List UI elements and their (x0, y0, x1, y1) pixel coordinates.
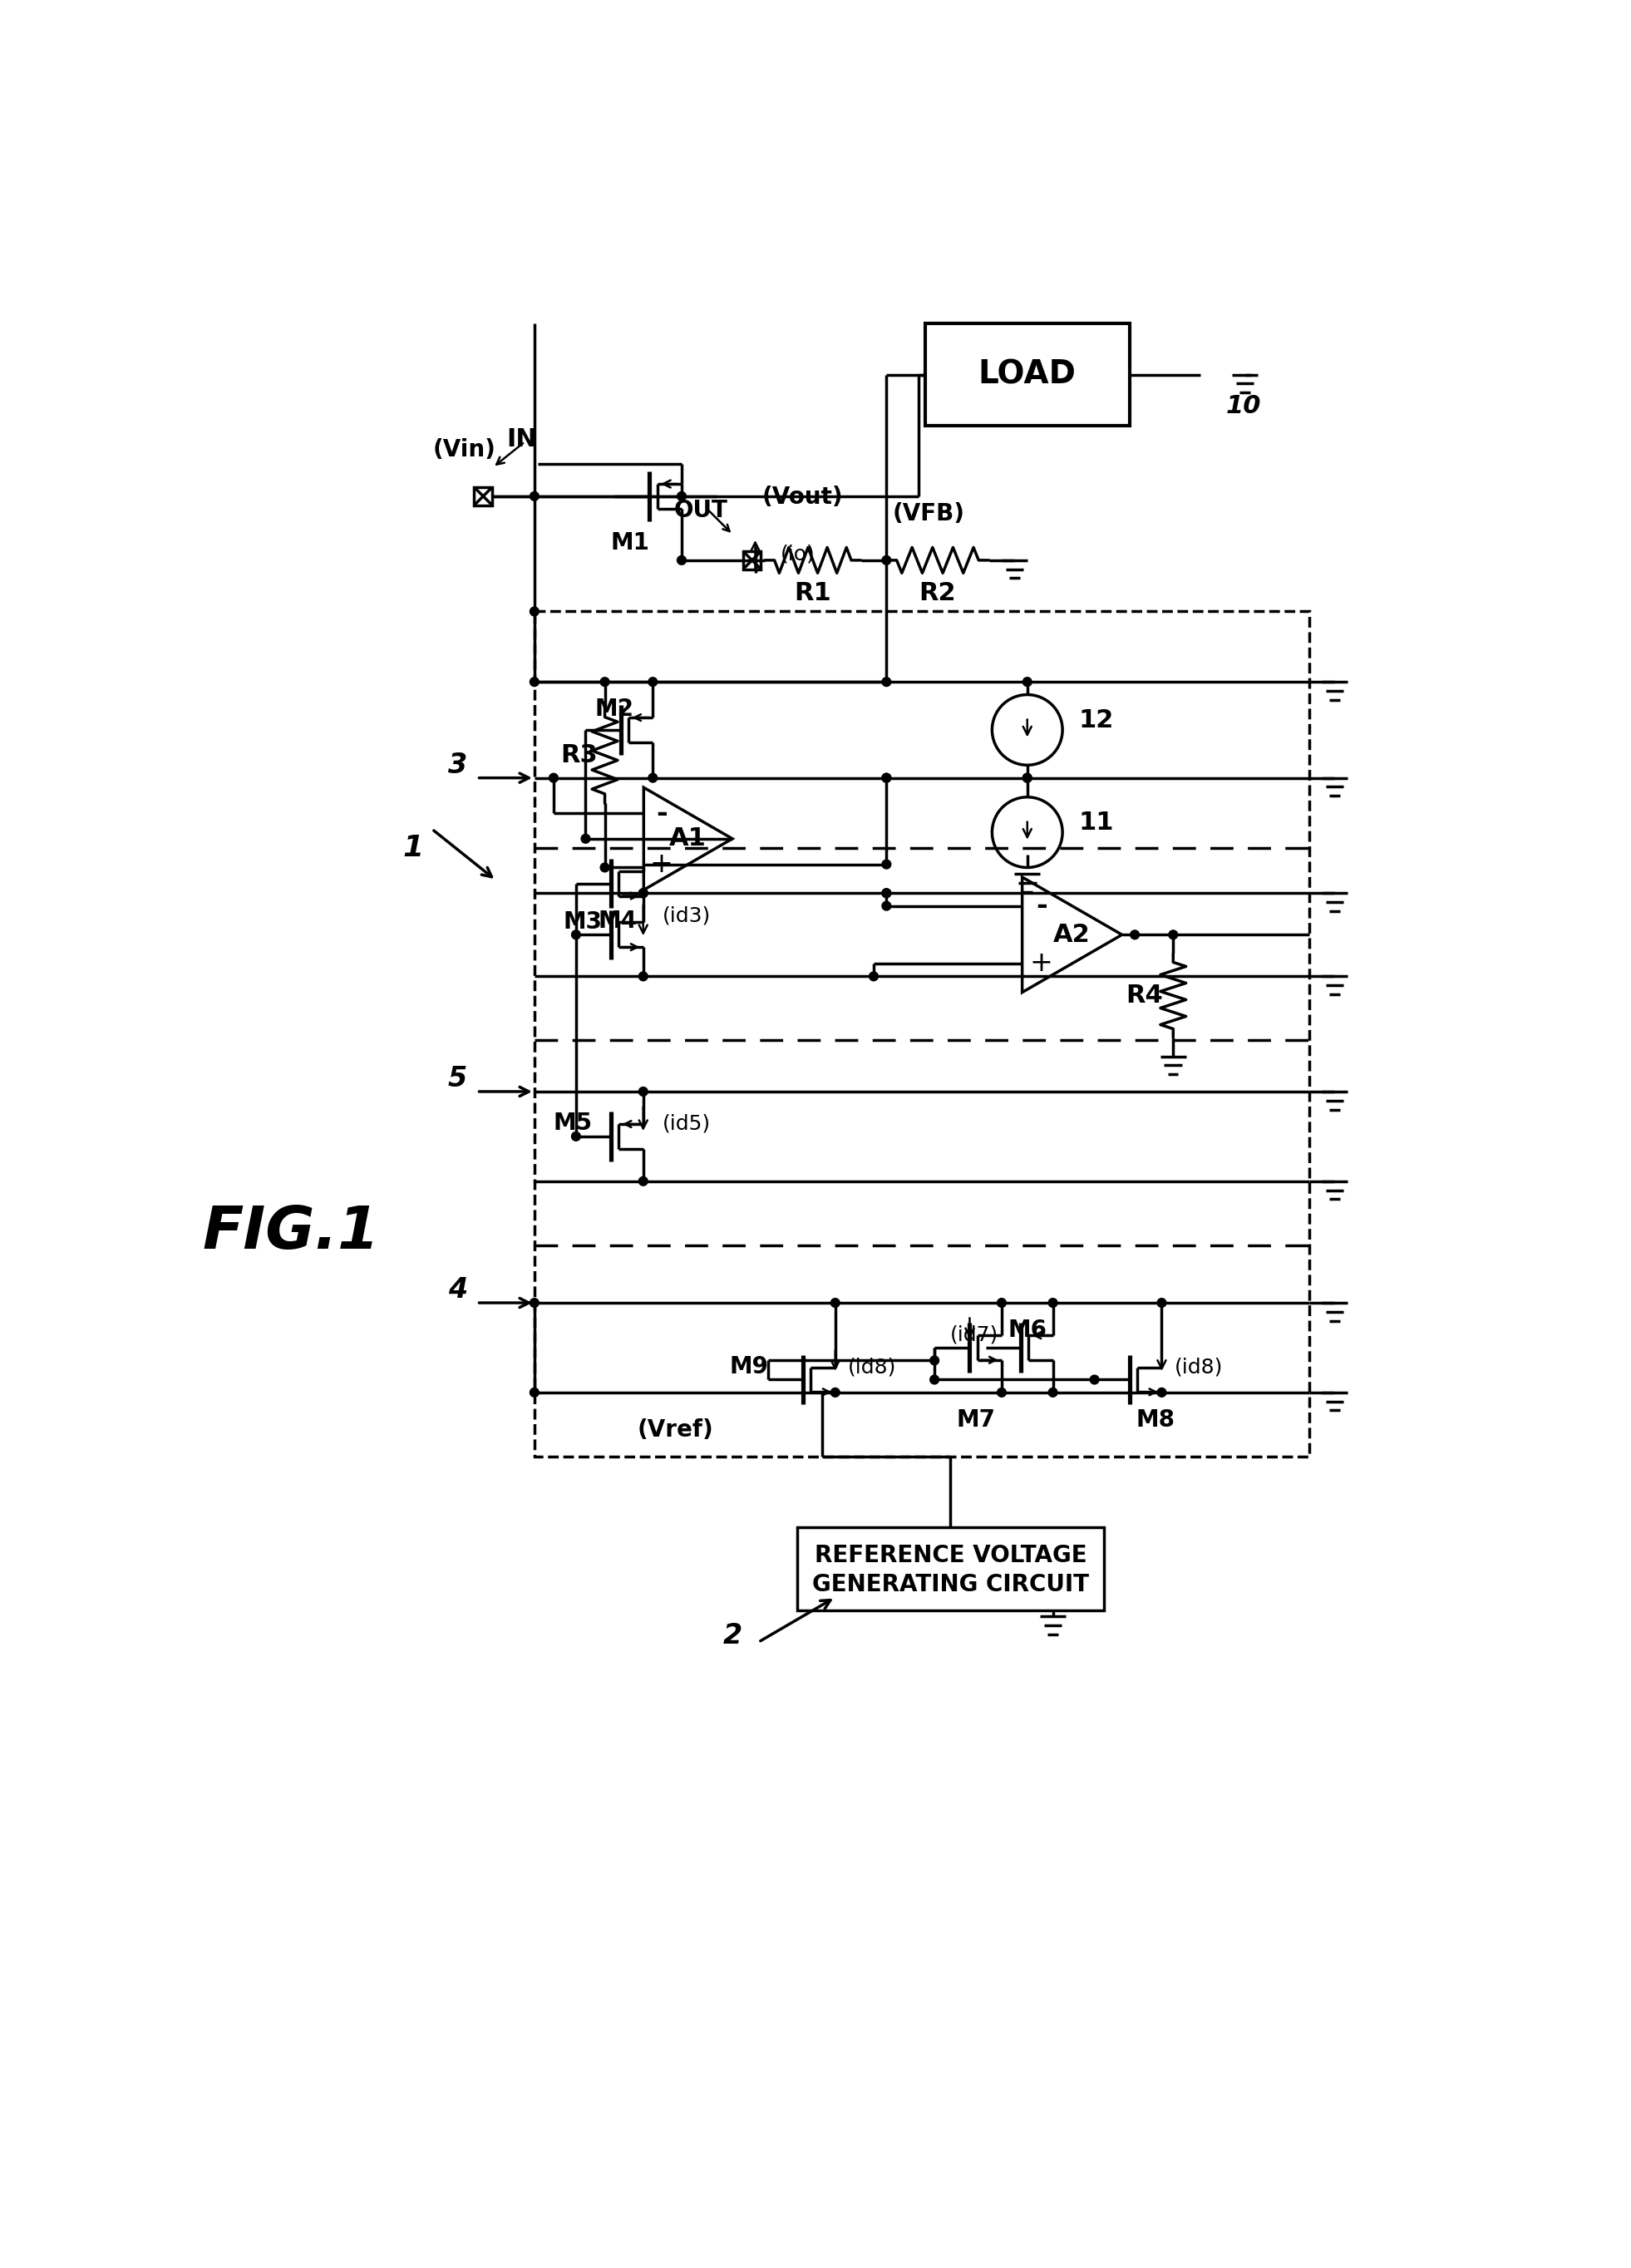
Text: 10: 10 (1227, 395, 1261, 417)
Text: FIG.1: FIG.1 (202, 1204, 380, 1261)
Text: R4: R4 (1125, 984, 1163, 1007)
Circle shape (882, 773, 891, 782)
Circle shape (677, 556, 687, 565)
Circle shape (1158, 1297, 1166, 1306)
Circle shape (530, 1388, 538, 1397)
Text: M6: M6 (1008, 1318, 1047, 1343)
Circle shape (1049, 1388, 1057, 1397)
Text: (Vin): (Vin) (432, 438, 496, 460)
Text: R3: R3 (561, 744, 597, 767)
Text: REFERENCE VOLTAGE: REFERENCE VOLTAGE (814, 1545, 1086, 1567)
Text: -: - (656, 798, 667, 828)
Text: GENERATING CIRCUIT: GENERATING CIRCUIT (812, 1572, 1090, 1597)
Circle shape (530, 608, 538, 617)
Circle shape (930, 1356, 939, 1365)
Circle shape (1169, 930, 1178, 939)
Circle shape (571, 930, 581, 939)
Text: (id7): (id7) (951, 1325, 998, 1345)
Circle shape (1158, 1388, 1166, 1397)
Text: -: - (1036, 891, 1047, 919)
Text: (VFB): (VFB) (892, 501, 966, 524)
Text: (io): (io) (781, 544, 816, 565)
Circle shape (530, 492, 538, 501)
Text: +: + (1029, 950, 1054, 978)
Circle shape (1090, 1374, 1099, 1383)
Circle shape (581, 835, 590, 844)
Text: R1: R1 (794, 581, 832, 606)
Text: LOAD: LOAD (979, 358, 1076, 390)
Text: M3: M3 (563, 909, 602, 934)
Circle shape (830, 1297, 840, 1306)
Circle shape (639, 973, 648, 980)
Text: IN: IN (506, 426, 537, 451)
Circle shape (1023, 773, 1032, 782)
Bar (535, 612, 1310, 1456)
Text: M5: M5 (553, 1111, 592, 1136)
Circle shape (1023, 678, 1032, 687)
Circle shape (571, 1132, 581, 1141)
Circle shape (649, 773, 657, 782)
Bar (475, 488, 493, 506)
Bar (925, 324, 1130, 426)
Circle shape (600, 864, 610, 871)
Text: 1: 1 (403, 835, 422, 862)
Circle shape (882, 860, 891, 869)
Circle shape (639, 889, 648, 898)
Text: 11: 11 (1078, 810, 1114, 835)
Text: 5: 5 (449, 1066, 466, 1093)
Bar (744, 551, 762, 569)
Circle shape (830, 1388, 840, 1397)
Text: (id5): (id5) (662, 1114, 711, 1134)
Circle shape (882, 889, 891, 898)
Circle shape (882, 773, 891, 782)
Text: M9: M9 (729, 1356, 768, 1379)
Circle shape (882, 889, 891, 898)
Text: 2: 2 (723, 1622, 742, 1649)
Circle shape (1049, 1297, 1057, 1306)
Circle shape (1023, 773, 1032, 782)
Circle shape (997, 1388, 1006, 1397)
Text: 4: 4 (449, 1277, 466, 1304)
Text: 12: 12 (1078, 708, 1114, 733)
Text: A1: A1 (669, 826, 706, 850)
Text: (Vref): (Vref) (638, 1418, 713, 1442)
Circle shape (530, 1297, 538, 1306)
Text: A2: A2 (1054, 923, 1091, 946)
Text: M8: M8 (1135, 1408, 1174, 1431)
Text: (id3): (id3) (662, 905, 711, 925)
Text: (Vout): (Vout) (762, 485, 843, 508)
Circle shape (639, 1177, 648, 1186)
Text: M4: M4 (599, 909, 638, 932)
Text: R2: R2 (920, 581, 956, 606)
Circle shape (882, 678, 891, 687)
Circle shape (677, 492, 687, 501)
Circle shape (869, 973, 877, 980)
Text: +: + (651, 850, 674, 878)
Bar (798, 1526, 1104, 1610)
Text: M1: M1 (612, 531, 649, 556)
Text: OUT: OUT (674, 499, 727, 522)
Circle shape (1130, 930, 1140, 939)
Circle shape (882, 900, 891, 909)
Circle shape (530, 678, 538, 687)
Text: (id8): (id8) (848, 1356, 897, 1377)
Circle shape (639, 1086, 648, 1095)
Circle shape (882, 556, 891, 565)
Text: M7: M7 (956, 1408, 995, 1431)
Circle shape (930, 1374, 939, 1383)
Text: 3: 3 (449, 751, 466, 778)
Text: (id8): (id8) (1174, 1356, 1223, 1377)
Circle shape (550, 773, 558, 782)
Circle shape (649, 678, 657, 687)
Circle shape (600, 678, 610, 687)
Circle shape (639, 889, 648, 898)
Text: M2: M2 (595, 699, 634, 721)
Circle shape (997, 1297, 1006, 1306)
